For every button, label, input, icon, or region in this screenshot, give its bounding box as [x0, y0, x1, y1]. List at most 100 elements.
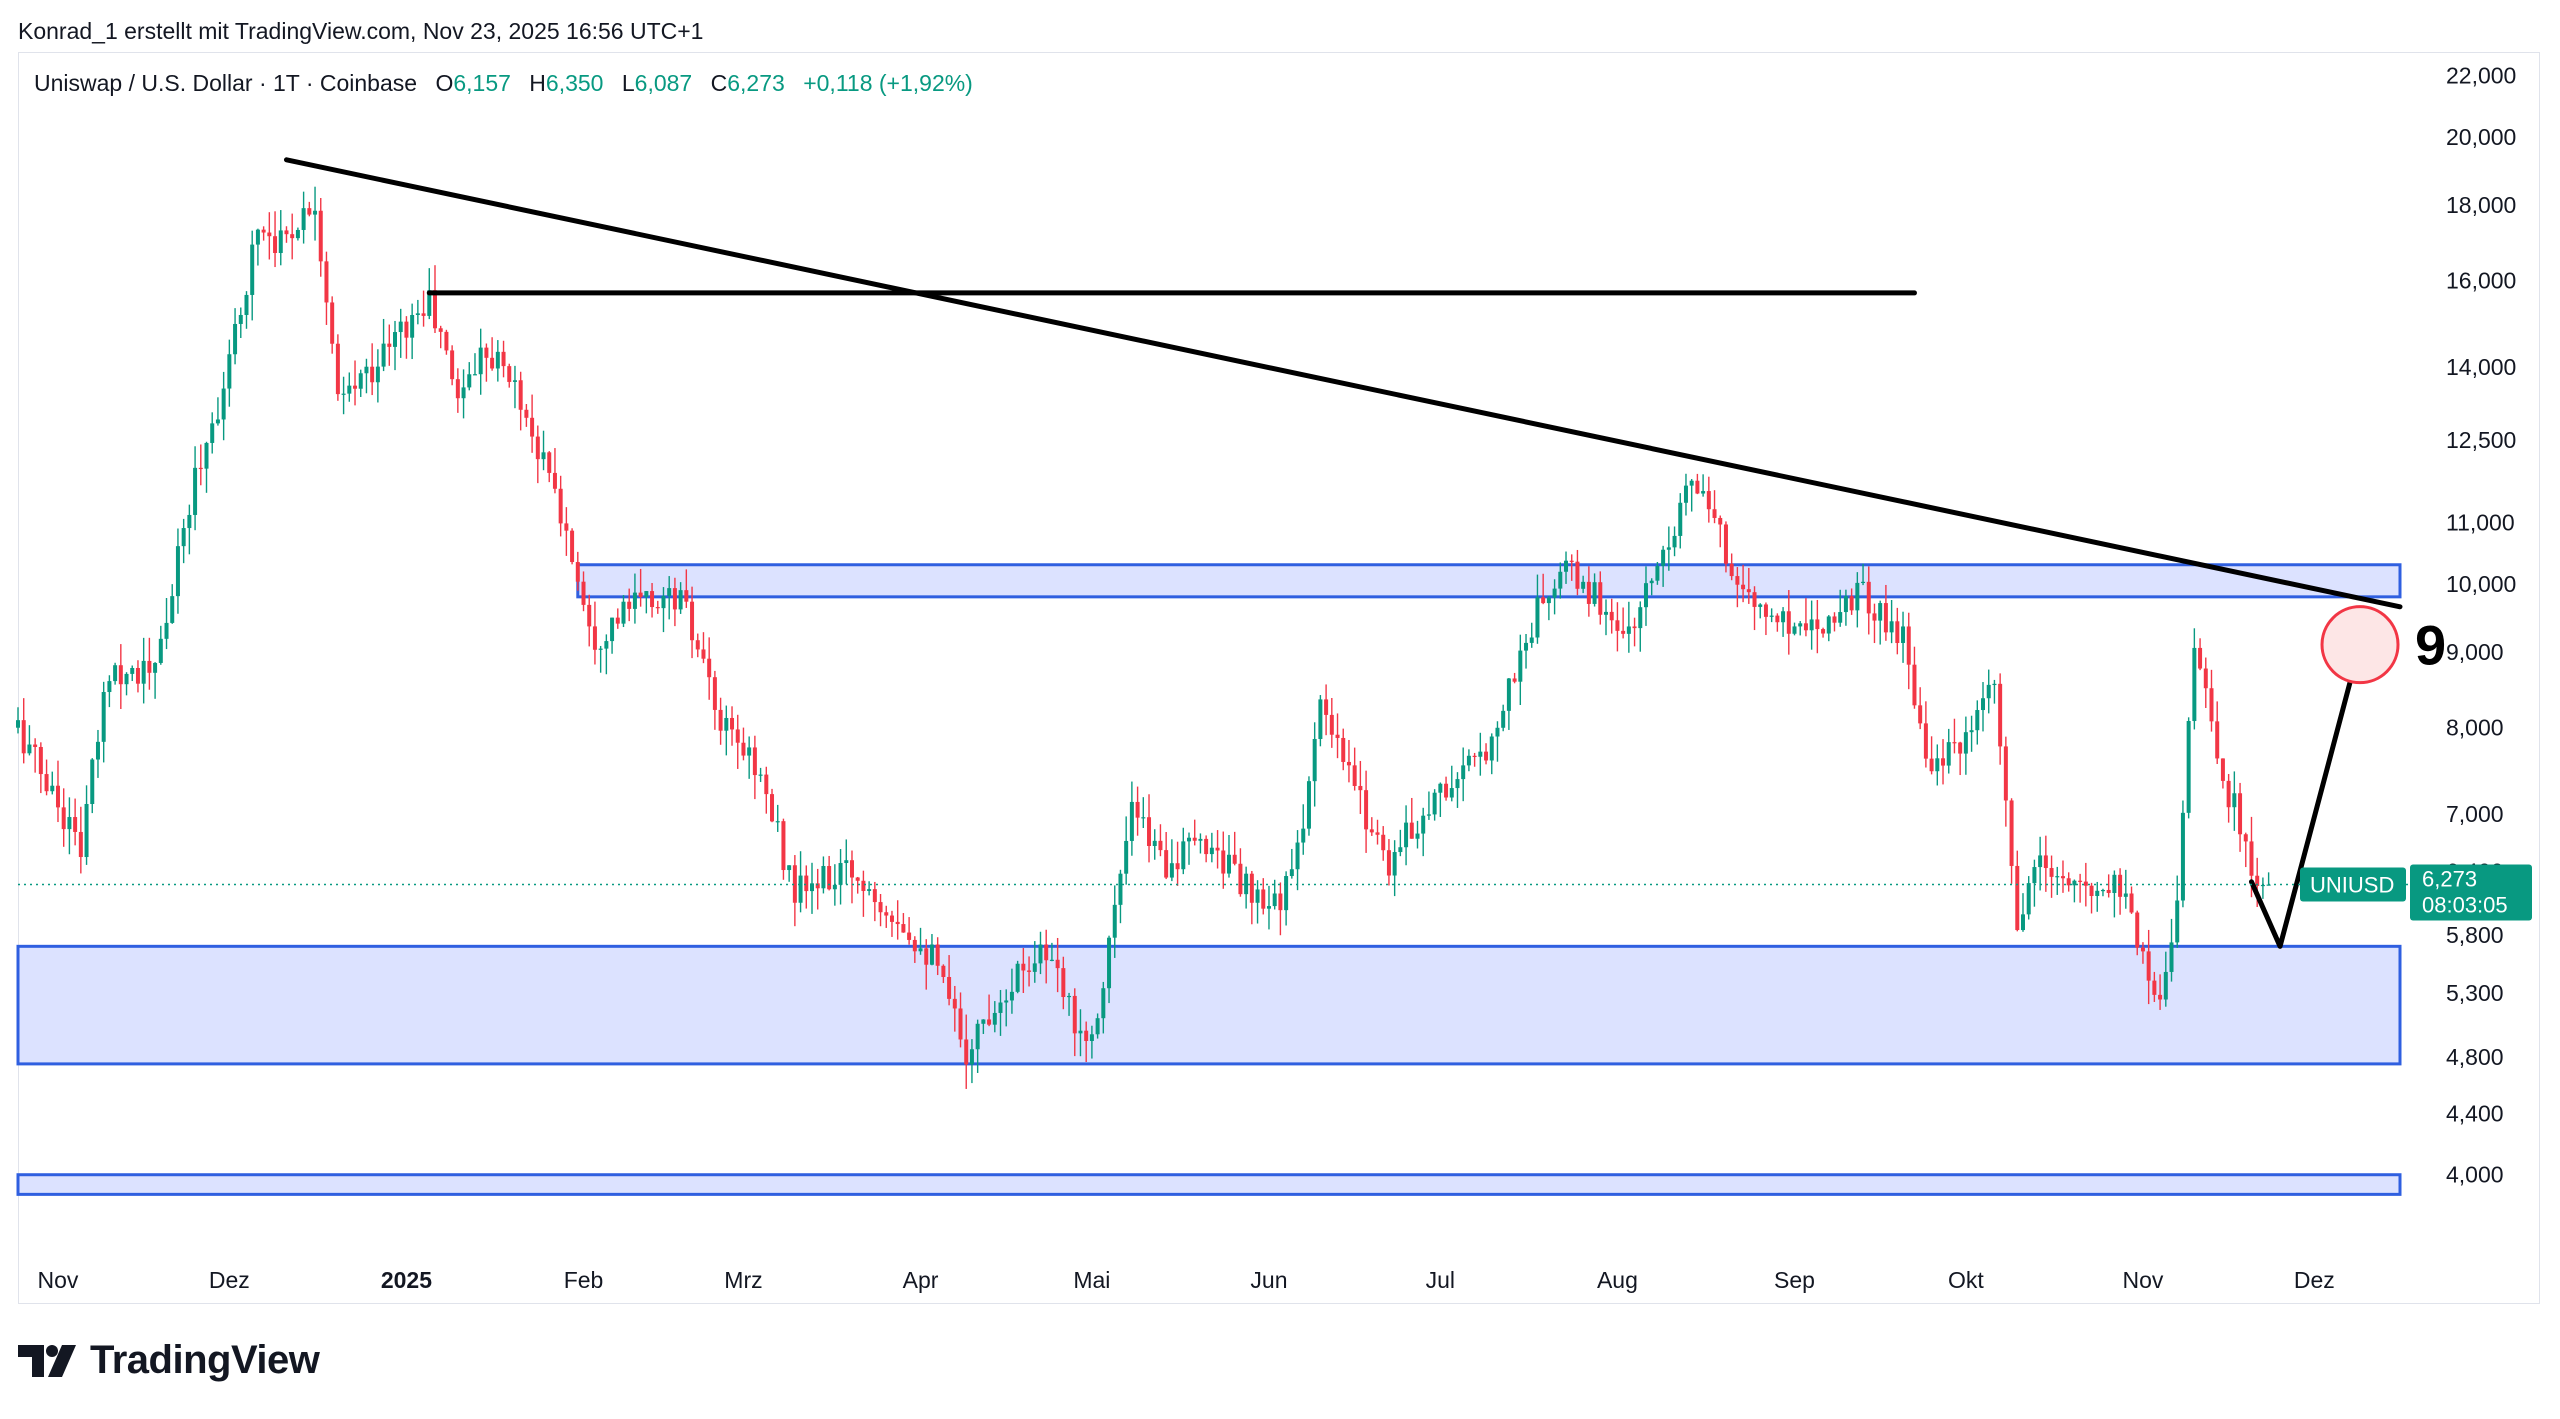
y-tick-label: 4,800	[2446, 1044, 2504, 1070]
candle	[969, 1039, 974, 1084]
candles-layer	[16, 186, 2271, 1089]
candle	[592, 601, 597, 665]
candle	[1209, 832, 1214, 863]
candle	[1866, 566, 1871, 635]
candle	[849, 850, 854, 904]
candle	[284, 226, 289, 243]
candle	[461, 369, 466, 419]
candle	[1318, 695, 1323, 747]
candle	[924, 939, 929, 990]
candle	[1775, 613, 1780, 632]
tradingview-logo[interactable]: TradingView	[18, 1338, 320, 1383]
candle	[2169, 918, 2174, 982]
open-value: 6,157	[453, 70, 511, 96]
candle	[2123, 869, 2128, 909]
candle	[1712, 490, 1717, 524]
candle	[2209, 669, 2214, 732]
candle	[1426, 791, 1431, 820]
candle	[1524, 633, 1529, 669]
candle	[415, 299, 420, 325]
candle	[775, 804, 780, 832]
candle	[2003, 736, 2008, 827]
change-value: +0,118 (+1,92%)	[803, 70, 973, 96]
candle	[1164, 831, 1169, 880]
candle	[1129, 781, 1134, 856]
candle	[747, 736, 752, 779]
candle	[535, 425, 540, 484]
candle	[358, 369, 363, 397]
candle	[741, 727, 746, 761]
candle	[1255, 880, 1260, 924]
candle	[667, 576, 672, 620]
resistance-zone[interactable]	[576, 563, 2402, 599]
candle	[2009, 798, 2014, 884]
candle	[1386, 839, 1391, 886]
y-tick-label: 5,800	[2446, 922, 2504, 948]
candle	[650, 582, 655, 618]
candle	[495, 340, 500, 382]
candle	[38, 742, 43, 794]
y-tick-label: 16,000	[2446, 268, 2516, 294]
candle	[1501, 704, 1506, 732]
candle	[1661, 545, 1666, 587]
candle	[810, 862, 814, 914]
candle	[1723, 521, 1728, 573]
candle	[1072, 988, 1077, 1057]
candle	[1586, 566, 1591, 617]
candle	[1706, 476, 1711, 523]
candle	[1786, 590, 1791, 655]
candle	[1506, 677, 1511, 730]
candle	[2198, 638, 2203, 671]
candle	[1261, 878, 1266, 915]
candle	[2055, 866, 2060, 895]
candle	[33, 738, 38, 773]
candle	[1049, 942, 1054, 962]
candle	[1678, 493, 1683, 549]
y-tick-label: 4,000	[2446, 1162, 2504, 1188]
candle	[1803, 598, 1808, 637]
candle	[987, 994, 992, 1027]
candle	[1215, 830, 1220, 869]
x-tick-label: Jul	[1426, 1267, 1455, 1293]
candle	[1392, 840, 1397, 897]
candle	[1826, 615, 1831, 642]
candle	[187, 504, 192, 555]
support-zone[interactable]	[16, 944, 2402, 1066]
candle	[992, 1001, 997, 1033]
candle	[1421, 807, 1426, 857]
projection-path[interactable]	[2248, 642, 2363, 949]
target-circle[interactable]	[2320, 605, 2400, 685]
candle	[27, 725, 32, 756]
candle	[2232, 771, 2237, 831]
candle	[233, 308, 238, 365]
candle	[1244, 866, 1249, 909]
descending-trendline[interactable]	[283, 157, 2403, 610]
candle	[1152, 829, 1157, 860]
x-tick-label: Nov	[38, 1267, 79, 1293]
candle	[1952, 718, 1957, 754]
candle	[1558, 562, 1563, 599]
candle	[507, 363, 512, 388]
close-label: C	[710, 70, 728, 96]
candle	[1855, 572, 1860, 628]
low-label: L	[621, 70, 635, 96]
candle	[1038, 931, 1043, 975]
candle	[90, 758, 95, 814]
candle	[1466, 749, 1471, 772]
lower-support-zone[interactable]	[16, 1173, 2402, 1196]
symbol-name[interactable]: Uniswap / U.S. Dollar · 1T · Coinbase	[34, 70, 418, 96]
candle	[587, 594, 592, 647]
candle	[1375, 819, 1380, 845]
candle	[1432, 789, 1437, 821]
candle	[1118, 869, 1123, 924]
candle	[2152, 971, 2157, 1002]
candle	[2083, 862, 2088, 907]
x-tick-label: Sep	[1774, 1267, 1815, 1293]
candle	[84, 785, 89, 865]
axis-layer: 22,000 20,000 18,000 16,000 14,000 12,500 11,0…	[38, 62, 2517, 1293]
candle	[444, 329, 449, 355]
candle	[1449, 765, 1454, 802]
candle	[1112, 885, 1117, 958]
drawings-layer	[283, 157, 2403, 949]
